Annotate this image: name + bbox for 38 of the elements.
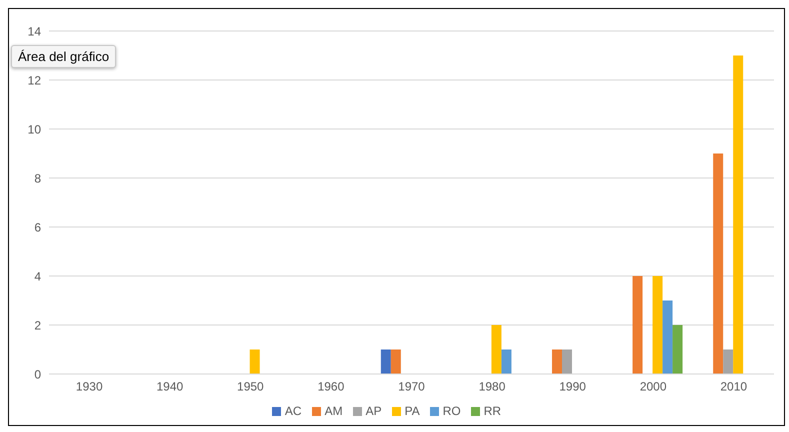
- y-tick-label: 12: [28, 73, 42, 88]
- legend-label: AP: [366, 404, 382, 418]
- x-tick-label: 1960: [318, 380, 345, 394]
- x-tick-label: 1980: [478, 380, 506, 394]
- bar: [552, 350, 562, 374]
- bar: [632, 276, 643, 374]
- y-tick-label: 14: [28, 24, 42, 38]
- bar: [713, 154, 724, 374]
- bar: [652, 276, 663, 374]
- y-tick-label: 10: [28, 122, 42, 136]
- x-tick-label: 2010: [720, 380, 748, 394]
- bar: [562, 350, 572, 374]
- bar: [723, 350, 734, 374]
- x-tick-label: 2000: [640, 380, 667, 394]
- x-tick-label: 1950: [237, 380, 264, 394]
- bar: [672, 325, 683, 374]
- y-tick-label: 0: [34, 367, 42, 382]
- bar: [390, 350, 401, 374]
- bar: [491, 325, 502, 374]
- legend-label: AC: [284, 404, 302, 418]
- x-tick-label: 1970: [398, 380, 426, 394]
- x-tick-label: 1990: [559, 380, 586, 394]
- bar: [733, 56, 744, 374]
- bar: [501, 350, 512, 374]
- x-tick-label: 1930: [76, 380, 103, 394]
- bar: [380, 350, 391, 374]
- legend-label: AM: [324, 404, 343, 418]
- x-tick-label: 1940: [156, 380, 184, 394]
- bar: [662, 300, 673, 374]
- legend-label: RR: [484, 404, 502, 418]
- y-tick-label: 8: [34, 171, 42, 186]
- legend-label: RO: [442, 404, 461, 418]
- y-tick-label: 4: [34, 269, 42, 284]
- legend-label: PA: [404, 404, 420, 418]
- annotation: Área del gráfico: [11, 45, 116, 68]
- bar: [250, 350, 260, 374]
- y-tick-label: 2: [34, 318, 42, 332]
- y-tick-label: 6: [34, 220, 42, 234]
